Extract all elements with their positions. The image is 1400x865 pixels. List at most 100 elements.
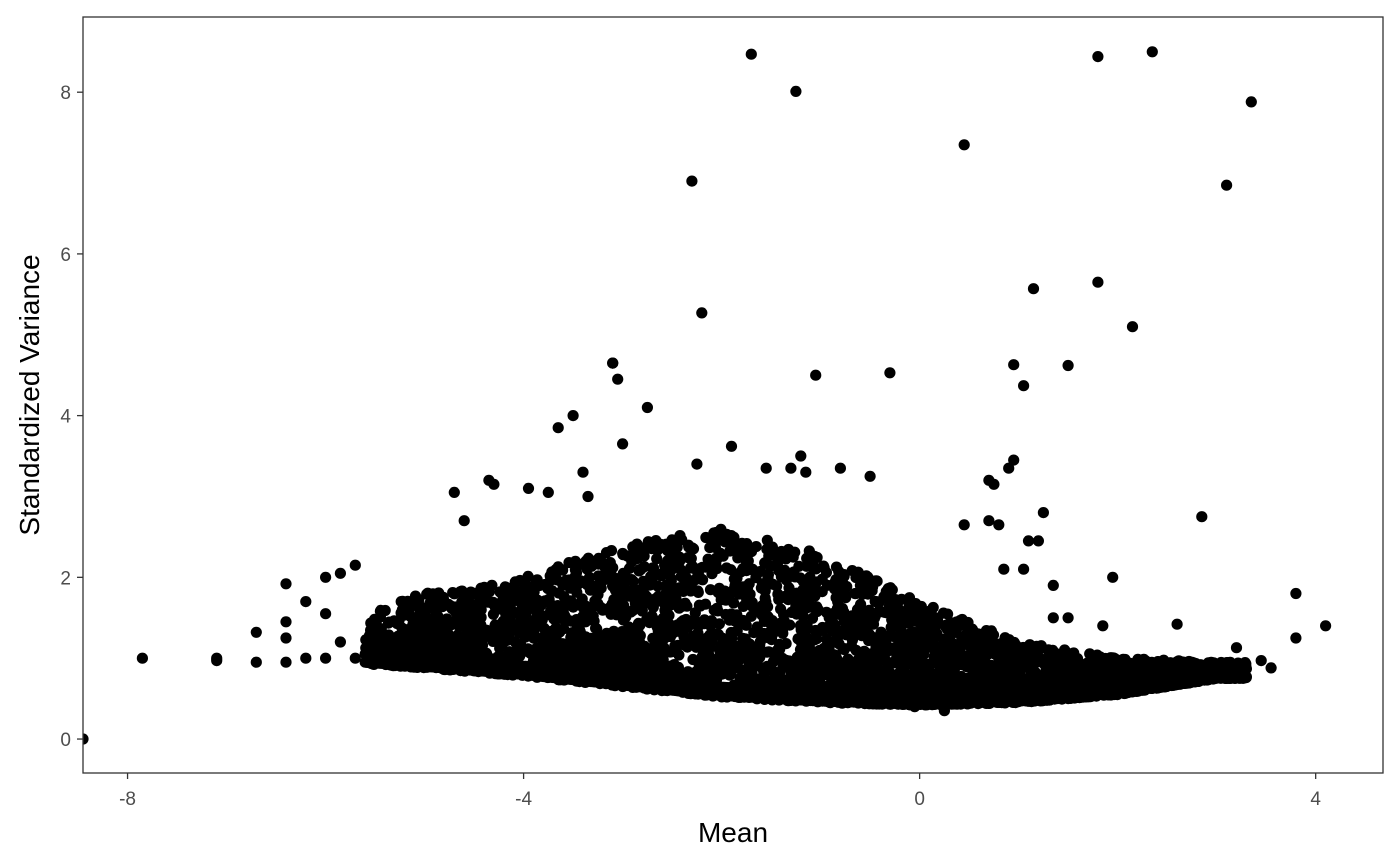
data-point <box>724 614 736 626</box>
data-point <box>613 652 626 665</box>
data-point <box>838 587 851 599</box>
data-point <box>588 600 600 612</box>
data-point <box>752 660 765 672</box>
data-point <box>591 623 603 635</box>
data-point <box>921 662 933 675</box>
data-point <box>994 658 1006 670</box>
data-point <box>1141 661 1153 674</box>
data-point <box>631 538 643 550</box>
data-point <box>1009 648 1021 660</box>
data-point <box>615 586 628 598</box>
data-point <box>574 624 586 636</box>
data-point <box>841 671 853 683</box>
data-point <box>1164 660 1176 672</box>
data-point <box>608 594 620 606</box>
data-point <box>536 614 548 626</box>
data-point <box>717 632 729 645</box>
data-point <box>801 584 813 596</box>
data-point <box>903 628 915 640</box>
data-point <box>595 558 607 570</box>
data-point <box>1006 639 1018 651</box>
data-point <box>779 590 791 603</box>
data-point <box>480 624 492 636</box>
data-point <box>1043 653 1055 665</box>
data-point <box>410 620 422 633</box>
data-point <box>565 595 577 607</box>
data-point <box>550 647 562 659</box>
data-point <box>728 597 740 609</box>
data-point <box>625 574 638 586</box>
data-point <box>1032 654 1044 666</box>
data-point <box>742 644 754 656</box>
data-point <box>798 672 810 685</box>
data-point <box>1044 674 1056 686</box>
data-point <box>661 561 673 573</box>
data-point <box>547 572 560 584</box>
data-point <box>699 598 712 610</box>
data-point <box>805 600 818 613</box>
data-point <box>874 664 886 676</box>
data-point <box>701 634 713 646</box>
data-point <box>863 634 875 647</box>
data-point <box>794 602 806 614</box>
data-point <box>582 644 594 656</box>
data-point <box>743 547 755 559</box>
data-point <box>560 612 572 624</box>
data-point <box>829 583 841 595</box>
data-point <box>806 612 819 624</box>
data-point <box>465 586 477 598</box>
data-point <box>779 564 791 577</box>
data-point <box>878 632 891 644</box>
data-point <box>793 560 805 572</box>
data-point <box>587 633 599 645</box>
data-point <box>672 639 684 651</box>
data-point <box>677 567 689 579</box>
data-point <box>754 673 766 685</box>
data-point <box>646 610 658 622</box>
data-point <box>846 610 858 622</box>
data-point <box>882 656 894 668</box>
data-point <box>895 613 907 625</box>
data-point <box>676 599 688 611</box>
data-point <box>449 601 461 613</box>
data-point <box>743 659 756 671</box>
data-point <box>821 646 834 659</box>
data-point <box>673 649 685 661</box>
data-point <box>1017 672 1029 684</box>
data-point <box>627 604 639 617</box>
data-point <box>830 561 843 573</box>
data-point <box>376 631 388 643</box>
data-point <box>525 626 538 638</box>
data-point <box>682 666 694 678</box>
data-point <box>780 553 792 565</box>
data-point <box>937 633 950 645</box>
data-point <box>727 585 739 597</box>
data-point <box>576 656 588 668</box>
data-point <box>681 621 693 633</box>
data-point <box>728 540 740 553</box>
data-point <box>704 532 717 544</box>
data-point <box>553 587 565 599</box>
data-point <box>758 581 770 594</box>
data-point <box>480 588 492 600</box>
data-point <box>959 630 971 642</box>
data-point <box>619 643 631 655</box>
data-point <box>814 655 826 667</box>
data-point <box>607 641 619 653</box>
data-point <box>807 550 819 562</box>
data-point <box>897 669 910 681</box>
data-point <box>838 644 850 656</box>
data-point <box>665 660 678 672</box>
data-point <box>871 575 883 587</box>
data-point <box>740 619 752 631</box>
data-point <box>789 571 801 583</box>
data-point <box>588 584 600 597</box>
data-point <box>820 606 833 619</box>
data-point <box>448 644 460 656</box>
data-point <box>887 630 899 643</box>
data-point <box>978 660 990 672</box>
data-point <box>816 573 828 585</box>
data-point <box>583 571 596 584</box>
data-point <box>714 654 726 666</box>
data-point <box>560 653 572 665</box>
